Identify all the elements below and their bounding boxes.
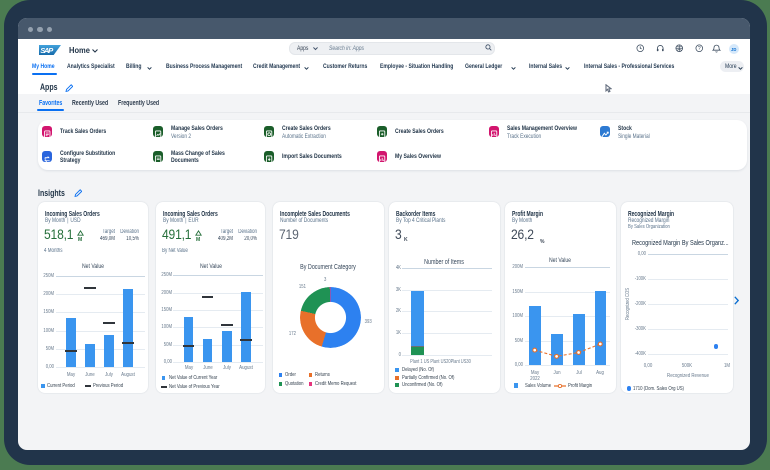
svg-text:?: ? [697,46,700,52]
svg-text:SAP: SAP [40,46,53,55]
svg-text:2: 2 [44,156,46,161]
